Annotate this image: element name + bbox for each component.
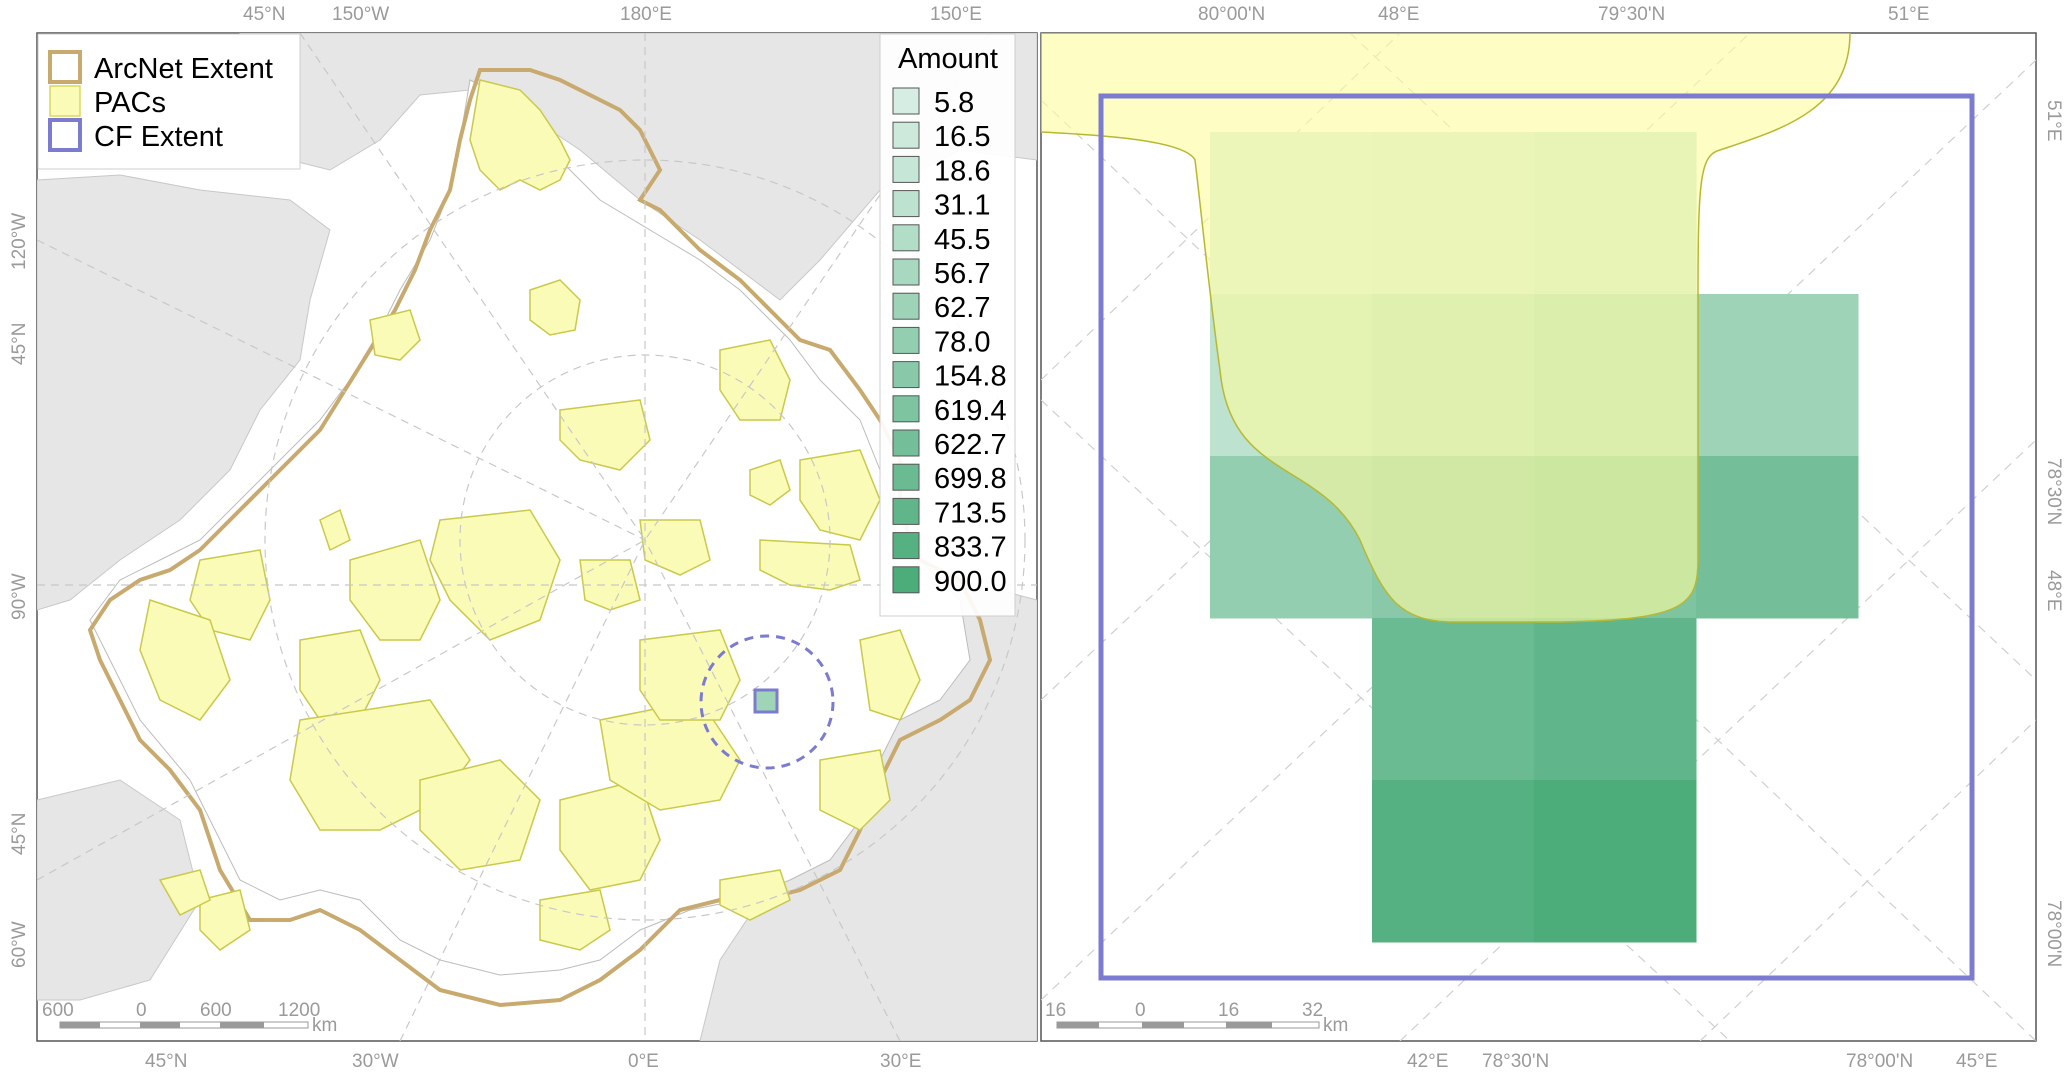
- right-side-label-0: 51°E: [2043, 100, 2064, 141]
- right-top-label-1: 48°E: [1378, 4, 1419, 25]
- cf-extent-frame: [1098, 93, 1975, 981]
- amount-legend-value-0: 5.8: [934, 87, 974, 119]
- right-scale-label-0: 16: [1045, 1000, 1066, 1021]
- arcnet-extent-outline: [87, 68, 993, 1008]
- amount-legend-swatch-7: [892, 326, 920, 354]
- legend-label-arcnet: ArcNet Extent: [94, 53, 273, 85]
- left-scale-bar: 600 0 600 1200 km: [42, 1000, 337, 1036]
- left-legend: ArcNet Extent PACs CF Extent: [37, 33, 301, 170]
- amount-legend-value-7: 78.0: [934, 326, 990, 358]
- right-pac-polygon: [1041, 33, 1851, 623]
- amount-legend-title: Amount: [898, 43, 998, 75]
- amount-legend-swatch-8: [892, 361, 920, 389]
- amount-legend: Amount 5.816.518.631.145.556.762.778.015…: [879, 33, 1016, 617]
- amount-legend-value-2: 18.6: [934, 155, 990, 187]
- legend-swatch-pacs: [49, 85, 81, 117]
- left-side-label-4: 60°W: [9, 921, 30, 968]
- left-map-panel: ArcNet Extent PACs CF Extent Amount 5.81…: [9, 4, 1038, 1072]
- amount-legend-value-13: 833.7: [934, 532, 1007, 564]
- right-scale-label-3: 32: [1302, 1000, 1323, 1021]
- amount-legend-swatch-9: [892, 395, 920, 423]
- left-bottom-label-3: 30°E: [880, 1051, 921, 1072]
- amount-legend-swatch-2: [892, 155, 920, 183]
- pac-polygons: [139, 79, 921, 951]
- left-scale-label-2: 600: [200, 1000, 232, 1021]
- land-north-america: [37, 174, 331, 611]
- amount-legend-swatch-11: [892, 463, 920, 491]
- amount-cell-14: [1534, 780, 1697, 943]
- right-top-label-2: 79°30'N: [1598, 4, 1665, 25]
- right-side-label-2: 48°E: [2043, 570, 2064, 611]
- amount-legend-value-11: 699.8: [934, 463, 1007, 495]
- amount-cell-6: [1696, 294, 1859, 457]
- right-top-label-3: 51°E: [1888, 4, 1929, 25]
- amount-legend-swatch-6: [892, 292, 920, 320]
- amount-legend-value-4: 45.5: [934, 224, 990, 256]
- amount-legend-swatch-5: [892, 258, 920, 286]
- left-top-label-0: 45°N: [243, 4, 285, 25]
- left-side-label-2: 90°W: [9, 573, 30, 620]
- amount-legend-value-14: 900.0: [934, 566, 1007, 598]
- left-graticule: [37, 33, 1037, 1041]
- amount-legend-swatch-13: [892, 532, 920, 560]
- legend-swatch-cf: [48, 118, 82, 152]
- amount-cell-11: [1372, 618, 1535, 781]
- right-scale-unit: km: [1323, 1015, 1348, 1036]
- legend-swatch-arcnet: [48, 50, 82, 84]
- amount-legend-swatch-3: [892, 190, 920, 218]
- amount-legend-value-8: 154.8: [934, 361, 1007, 393]
- left-side-label-3: 45°N: [9, 813, 30, 855]
- right-bottom-label-1: 78°30'N: [1482, 1051, 1549, 1072]
- right-side-label-3: 78°00'N: [2043, 900, 2064, 967]
- left-side-label-0: 120°W: [9, 213, 30, 270]
- left-side-label-1: 45°N: [9, 323, 30, 365]
- amount-legend-swatch-14: [892, 566, 920, 594]
- right-scale-label-1: 0: [1135, 1000, 1146, 1021]
- left-bottom-label-0: 45°N: [145, 1051, 187, 1072]
- amount-legend-swatch-0: [892, 87, 920, 115]
- cf-extent-marker: [753, 688, 779, 714]
- amount-legend-value-9: 619.4: [934, 395, 1007, 427]
- amount-legend-swatch-1: [892, 121, 920, 149]
- right-side-label-1: 78°30'N: [2043, 458, 2064, 525]
- amount-legend-value-12: 713.5: [934, 497, 1007, 529]
- right-bottom-label-0: 42°E: [1407, 1051, 1448, 1072]
- left-scale-label-1: 0: [136, 1000, 147, 1021]
- right-scale-bar: 16 0 16 32 km: [1045, 1000, 1348, 1036]
- amount-legend-swatch-4: [892, 224, 920, 252]
- right-bottom-label-3: 45°E: [1956, 1051, 1997, 1072]
- right-top-label-0: 80°00'N: [1198, 4, 1265, 25]
- left-bottom-label-2: 0°E: [628, 1051, 659, 1072]
- amount-cell-10: [1696, 456, 1859, 619]
- amount-legend-value-6: 62.7: [934, 292, 990, 324]
- amount-legend-value-5: 56.7: [934, 258, 990, 290]
- amount-legend-value-1: 16.5: [934, 121, 990, 153]
- left-scale-label-0: 600: [42, 1000, 74, 1021]
- right-map-panel: 16 0 16 32 km 80°00'N 48°E 79°30'N 51°E …: [1040, 4, 2064, 1072]
- left-scale-label-3: 1200: [278, 1000, 320, 1021]
- right-bottom-label-2: 78°00'N: [1846, 1051, 1913, 1072]
- amount-legend-value-3: 31.1: [934, 190, 990, 222]
- amount-legend-swatch-12: [892, 497, 920, 525]
- left-bottom-label-1: 30°W: [352, 1051, 399, 1072]
- legend-label-cf: CF Extent: [94, 121, 223, 153]
- legend-label-pacs: PACs: [94, 87, 166, 119]
- left-top-label-2: 180°E: [620, 4, 672, 25]
- left-scale-unit: km: [312, 1015, 337, 1036]
- left-top-label-3: 150°E: [930, 4, 982, 25]
- amount-legend-swatch-10: [892, 429, 920, 457]
- land-greenland-south: [37, 779, 201, 1001]
- left-top-label-1: 150°W: [332, 4, 389, 25]
- amount-cell-12: [1534, 618, 1697, 781]
- right-scale-label-2: 16: [1218, 1000, 1239, 1021]
- amount-cell-13: [1372, 780, 1535, 943]
- amount-legend-value-10: 622.7: [934, 429, 1007, 461]
- study-area-dashed-circle: [699, 634, 835, 770]
